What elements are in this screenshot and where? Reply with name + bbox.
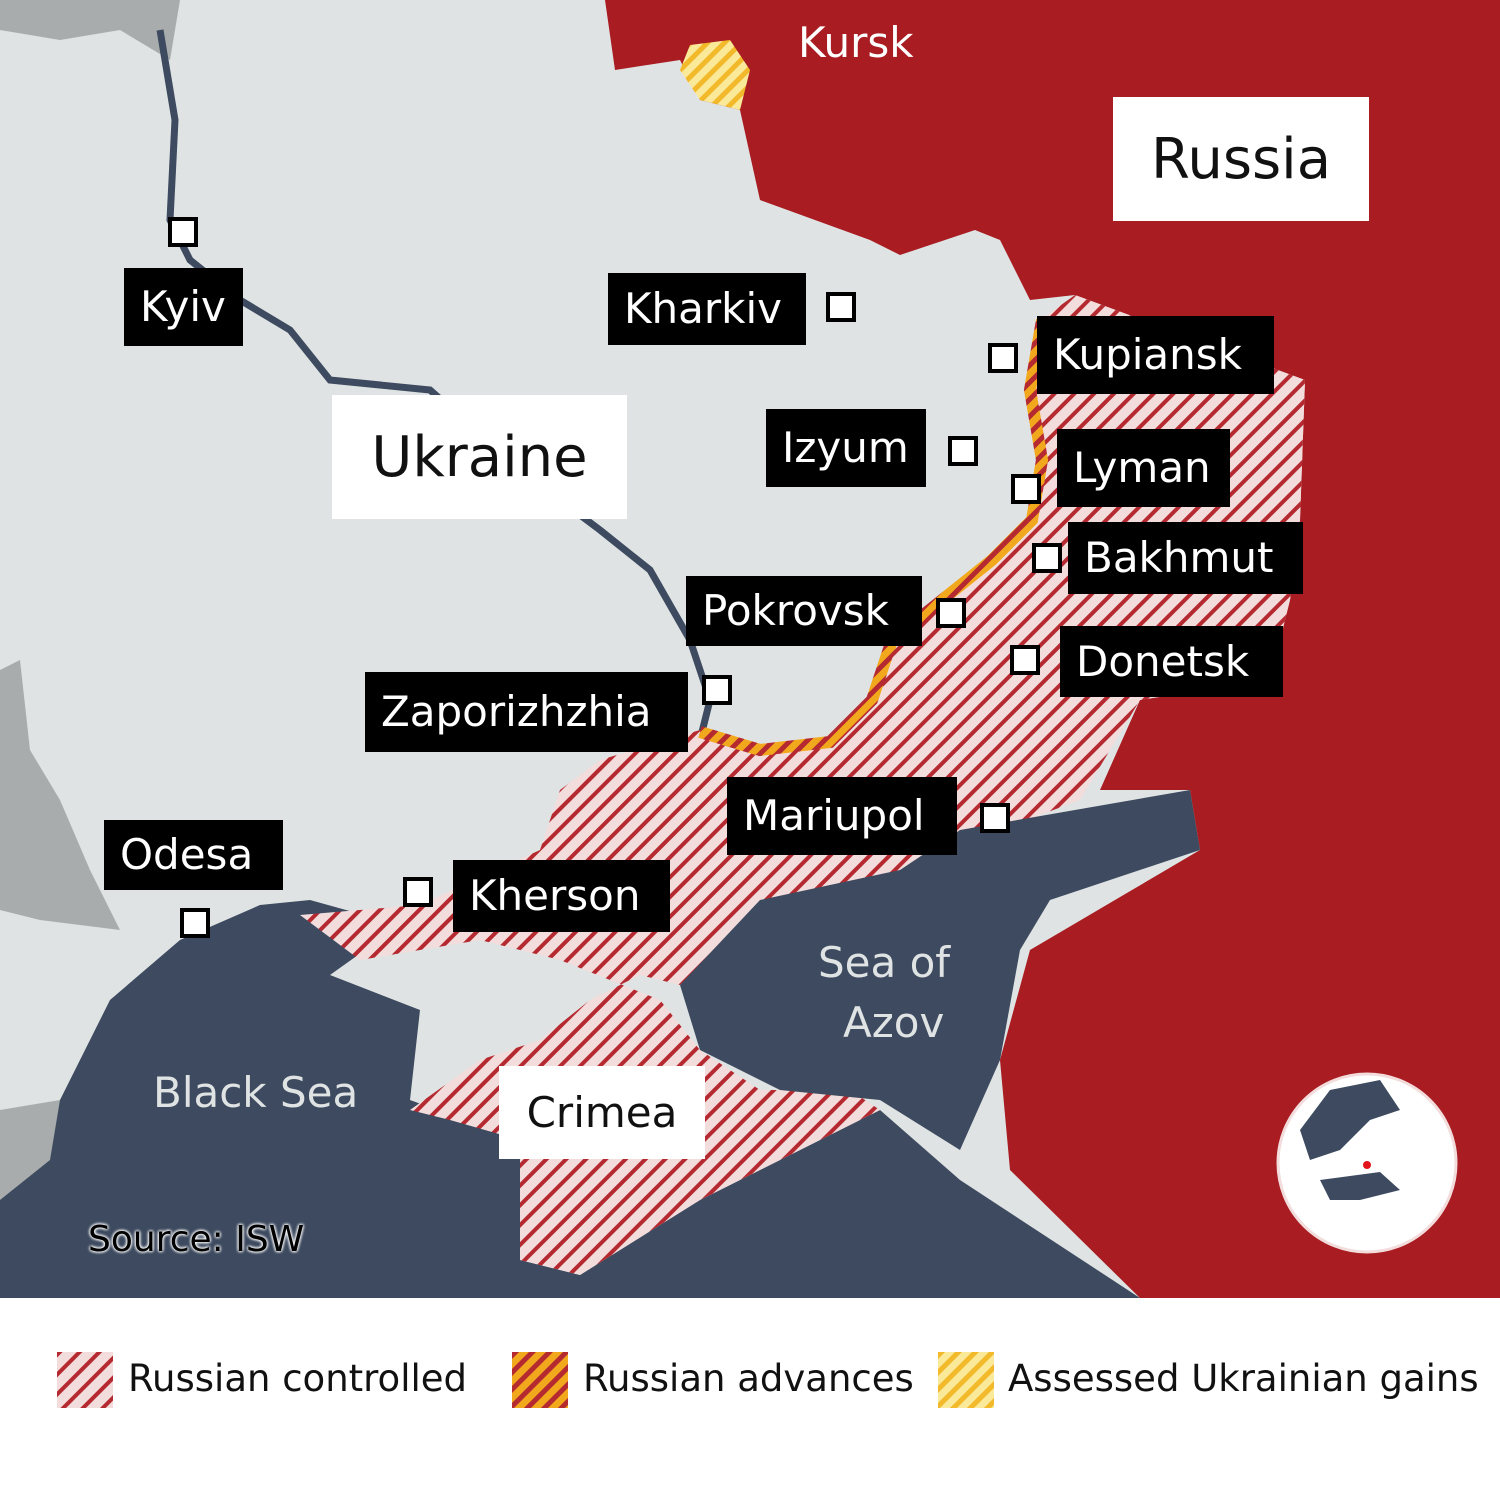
legend: Russian controlled Russian advances Asse… [0,1298,1500,1500]
kursk-ukrainian-gains [680,40,750,110]
city-marker-donetsk [1010,645,1040,675]
legend-label-russian-advances: Russian advances [583,1357,914,1400]
legend-label-russian-controlled: Russian controlled [128,1357,467,1400]
black-sea [0,900,1140,1298]
city-label-kherson: Kherson [453,860,670,932]
city-label-bakhmut: Bakhmut [1068,522,1303,594]
city-label-zaporizhzhia: Zaporizhzhia [365,672,688,752]
label-russia: Russia [1113,97,1369,221]
city-label-kyiv: Kyiv [124,268,243,346]
legend-label-ukrainian-gains: Assessed Ukrainian gains [1008,1357,1479,1400]
source-credit: Source: ISW [88,1219,305,1260]
city-marker-lyman [1011,474,1041,504]
city-label-izyum: Izyum [766,409,926,487]
city-marker-odesa [180,908,210,938]
red-hatch-icon [57,1352,113,1408]
city-marker-kharkiv [826,292,856,322]
label-sea-of-azov-1: Sea of [818,938,951,987]
city-marker-izyum [948,436,978,466]
city-marker-zaporizhzhia [702,675,732,705]
belarus-territory [0,0,180,60]
city-label-kupiansk: Kupiansk [1037,316,1274,394]
city-label-donetsk: Donetsk [1060,626,1283,697]
city-label-kharkiv: Kharkiv [608,273,806,345]
city-marker-kyiv [168,217,198,247]
sea-of-azov [680,790,1200,1150]
city-marker-pokrovsk [936,598,966,628]
yellow-hatch-icon [938,1352,994,1408]
label-kursk: Kursk [798,18,914,67]
city-label-mariupol: Mariupol [727,777,957,855]
city-marker-mariupol [980,803,1010,833]
globe-landmass [1300,1080,1400,1200]
label-black-sea: Black Sea [153,1068,359,1117]
city-marker-bakhmut [1032,543,1062,573]
russia-territory [605,0,1500,1298]
city-marker-kherson [403,877,433,907]
label-sea-of-azov-2: Azov [843,998,945,1047]
city-label-lyman: Lyman [1057,429,1230,507]
label-crimea: Crimea [499,1066,705,1159]
city-label-odesa: Odesa [104,820,283,890]
label-ukraine: Ukraine [332,395,627,519]
moldova-territory [0,660,120,930]
red-orange-hatch-icon [512,1352,568,1408]
city-label-pokrovsk: Pokrovsk [686,576,922,646]
globe-location-marker [1363,1161,1371,1169]
city-marker-kupiansk [988,343,1018,373]
